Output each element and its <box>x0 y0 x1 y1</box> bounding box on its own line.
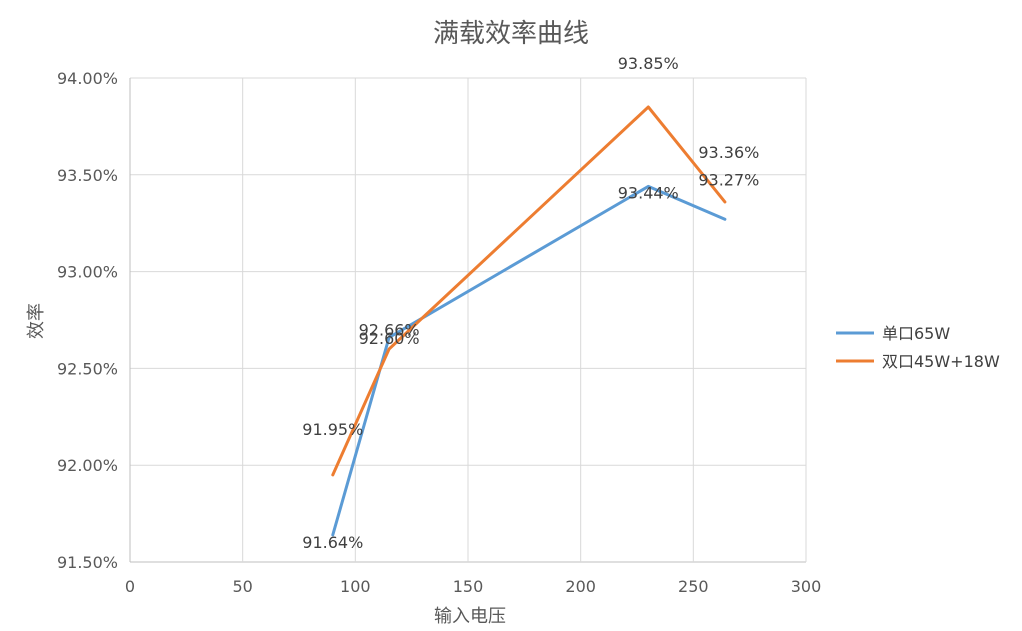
data-label: 92.60% <box>359 329 420 348</box>
x-tick-label: 150 <box>453 577 484 596</box>
y-tick-label: 93.50% <box>57 166 118 185</box>
y-tick-label: 92.00% <box>57 456 118 475</box>
x-axis-ticks: 0 50 100 150 200 250 300 <box>125 577 821 596</box>
chart-title: 满载效率曲线 <box>433 19 589 49</box>
x-tick-label: 250 <box>678 577 709 596</box>
x-tick-label: 300 <box>791 577 822 596</box>
y-tick-label: 92.50% <box>57 359 118 378</box>
grid <box>129 77 807 563</box>
data-label: 93.36% <box>698 143 759 162</box>
legend-label: 单口65W <box>882 324 950 343</box>
legend: 单口65W 双口45W+18W <box>836 324 1000 371</box>
y-tick-label: 93.00% <box>57 263 118 282</box>
data-labels: 91.64% 92.66% 93.44% 93.27% 91.95% 92.60% 93.8… <box>302 54 759 552</box>
x-tick-label: 50 <box>232 577 252 596</box>
y-axis-title: 效率 <box>26 303 47 339</box>
data-label: 93.27% <box>698 170 759 189</box>
x-axis-title: 输入电压 <box>434 606 506 627</box>
data-label: 93.85% <box>618 54 679 73</box>
y-tick-label: 91.50% <box>57 553 118 572</box>
y-axis-ticks: 91.50% 92.00% 92.50% 93.00% 93.50% 94.00% <box>57 69 118 572</box>
data-label: 92.66% <box>359 320 420 339</box>
data-label: 91.64% <box>302 533 363 552</box>
series-line-2 <box>331 105 727 477</box>
data-label: 93.44% <box>618 183 679 202</box>
legend-label: 双口45W+18W <box>882 352 1000 371</box>
x-tick-label: 100 <box>340 577 371 596</box>
data-label: 91.95% <box>302 420 363 439</box>
x-tick-label: 0 <box>125 577 135 596</box>
series <box>331 105 727 537</box>
y-tick-label: 94.00% <box>57 69 118 88</box>
x-tick-label: 200 <box>565 577 596 596</box>
series-line-1 <box>331 184 727 537</box>
